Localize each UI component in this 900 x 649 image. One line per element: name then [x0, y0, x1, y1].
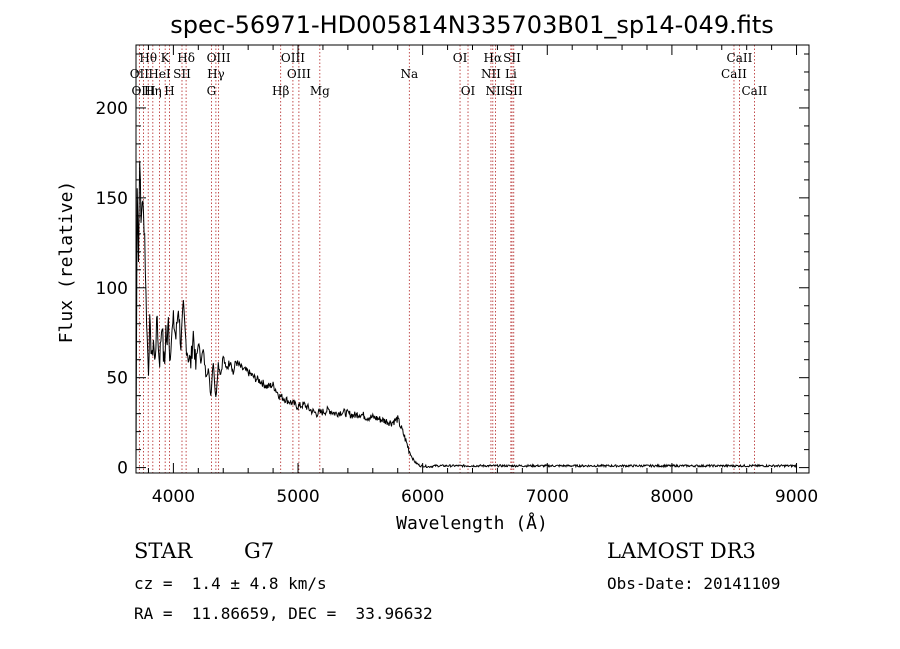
line-label-13: OIII	[287, 67, 311, 81]
spectral-line-labels: Hθ OII OIII K HeI Hη H SII Hδ OIII Hγ G OIII OIII Hβ Mg…	[130, 51, 768, 98]
line-label-17: OI	[453, 51, 468, 65]
line-label-19: Hα	[484, 51, 503, 65]
line-label-1: OII	[130, 67, 150, 81]
y-axis-label: Flux (relative)	[56, 181, 77, 344]
line-label-14: Hβ	[272, 84, 289, 98]
line-label-26: CaII	[721, 67, 747, 81]
x-tick-label: 4000	[152, 487, 195, 507]
line-label-2: OIII	[131, 84, 155, 98]
line-label-3: K	[161, 51, 171, 65]
line-label-7: SII	[173, 67, 191, 81]
object-class: STAR	[134, 539, 193, 563]
chart-title: spec-56971-HD005814N335703B01_sp14-049.f…	[170, 11, 774, 39]
line-label-22: SII	[503, 51, 521, 65]
line-label-9: OIII	[207, 51, 231, 65]
spectral-line-markers	[138, 45, 755, 473]
x-axis-label: Wavelength (Å)	[396, 512, 548, 534]
line-label-27: CaII	[741, 84, 767, 98]
line-label-11: G	[207, 84, 217, 98]
coordinates-readout: RA = 11.86659, DEC = 33.96632	[134, 604, 433, 623]
observation-date: Obs-Date: 20141109	[607, 574, 781, 593]
line-label-4: HeI	[148, 67, 171, 81]
y-tick-label: 100	[96, 279, 128, 299]
line-label-5: Hη	[144, 84, 162, 98]
survey-name: LAMOST DR3	[607, 539, 756, 563]
x-tick-label: 8000	[650, 487, 693, 507]
line-label-6: H	[164, 84, 174, 98]
x-axis-ticks: 4000 5000 6000 7000 8000 9000	[147, 45, 818, 507]
y-tick-label: 200	[96, 99, 128, 119]
x-tick-label: 5000	[276, 487, 319, 507]
line-label-24: SII	[505, 84, 523, 98]
y-tick-label: 50	[106, 369, 128, 389]
line-label-25: CaII	[727, 51, 753, 65]
line-label-16: Na	[400, 67, 418, 81]
redshift-readout: cz = 1.4 ± 4.8 km/s	[134, 574, 327, 593]
x-tick-label: 6000	[401, 487, 444, 507]
line-label-18: OI	[461, 84, 476, 98]
line-label-23: Li	[505, 67, 517, 81]
line-label-20: NII	[481, 67, 501, 81]
x-tick-label: 9000	[775, 487, 818, 507]
y-axis-ticks: 0 50 100 150 200	[96, 53, 809, 479]
y-tick-label: 0	[117, 459, 128, 479]
flux-series-line	[135, 161, 797, 469]
line-label-8: Hδ	[177, 51, 195, 65]
line-label-15: Mg	[310, 84, 330, 98]
plot-frame	[135, 44, 810, 474]
line-label-12: OIII	[281, 51, 305, 65]
x-tick-label: 7000	[526, 487, 569, 507]
object-subclass: G7	[244, 539, 275, 563]
y-tick-label: 150	[96, 189, 128, 209]
line-label-0: Hθ	[139, 51, 157, 65]
line-label-21: NII	[485, 84, 505, 98]
line-label-10: Hγ	[207, 67, 225, 81]
